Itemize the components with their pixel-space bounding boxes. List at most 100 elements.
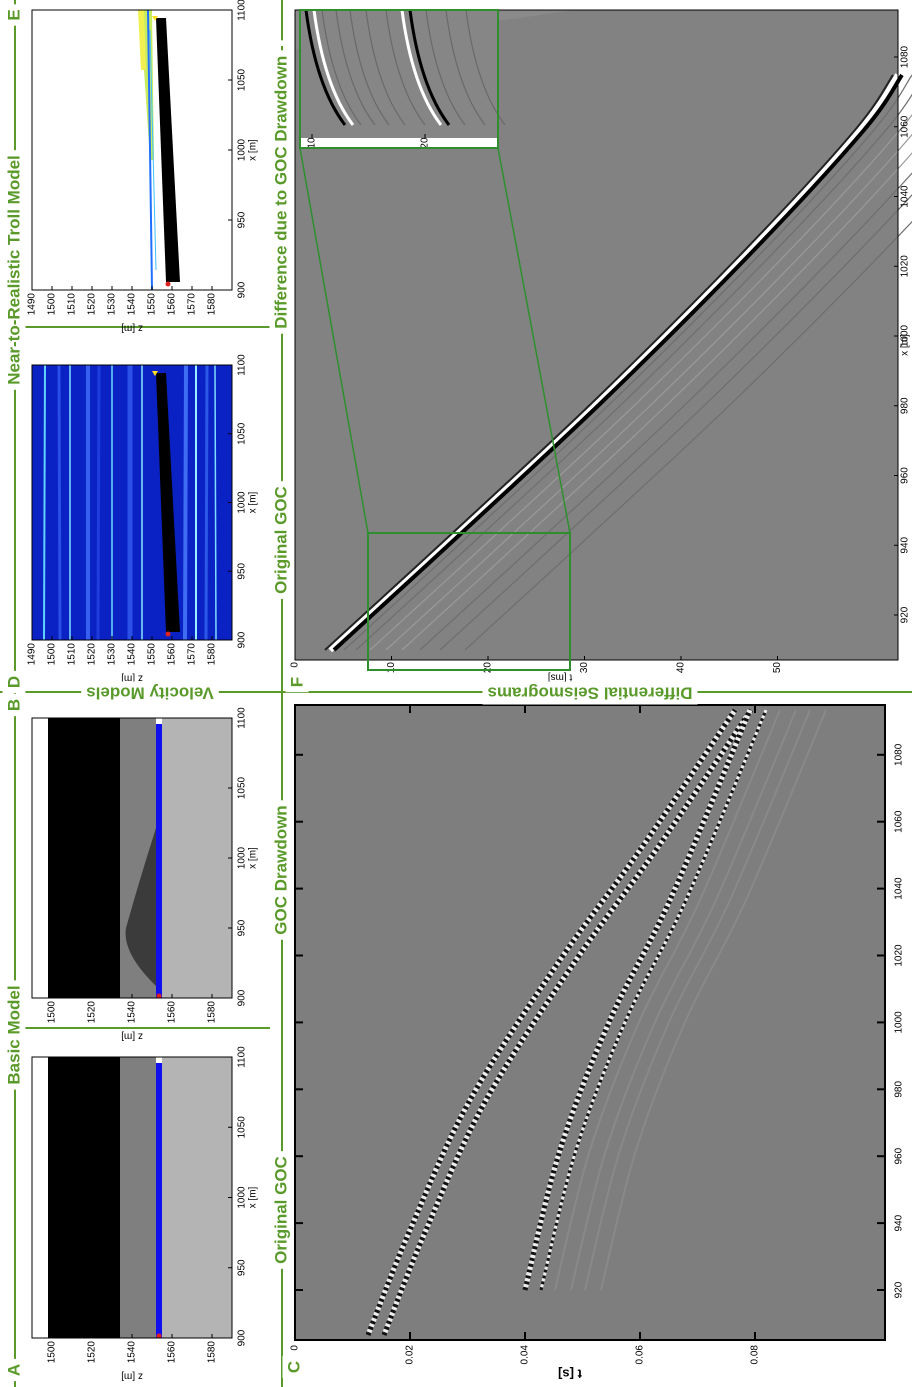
z-tick-label: 1500 bbox=[47, 1341, 58, 1364]
coda bbox=[600, 709, 827, 1291]
oil-column bbox=[156, 18, 180, 282]
panel-letter: E bbox=[4, 9, 23, 20]
x-tick-label: 900 bbox=[237, 281, 248, 298]
reflection-event bbox=[365, 708, 738, 1336]
panel-title: Basic Model bbox=[4, 985, 23, 1084]
z-tick-label: 1520 bbox=[87, 293, 98, 316]
panel-letter-backing bbox=[2, 693, 26, 717]
z-tick-label: 1540 bbox=[127, 643, 138, 666]
coda bbox=[401, 74, 912, 651]
x-tick-label: 1100 bbox=[237, 1046, 248, 1068]
z-tick-label: 1560 bbox=[167, 293, 178, 316]
x-tick-label: 1100 bbox=[237, 354, 248, 376]
model-field bbox=[32, 10, 232, 290]
inset-event bbox=[349, 9, 390, 126]
source-marker bbox=[156, 1333, 162, 1339]
reflection-event bbox=[381, 708, 754, 1336]
x-tick-label: 1050 bbox=[237, 68, 248, 91]
inset-event bbox=[304, 9, 347, 126]
panel-letter: D bbox=[4, 676, 23, 688]
z-tick-label: 1550 bbox=[147, 293, 158, 316]
group-label: Differential Seismograms bbox=[487, 684, 692, 703]
group-label-backing bbox=[81, 681, 219, 705]
reflection-event bbox=[365, 708, 738, 1336]
z-tick-label: 1490 bbox=[27, 293, 38, 316]
t-tick-label: 0 bbox=[290, 662, 301, 668]
z-tick-label: 1500 bbox=[47, 293, 58, 316]
t-tick-label: 40 bbox=[676, 662, 687, 674]
inset-event bbox=[321, 9, 362, 126]
coda bbox=[439, 74, 912, 651]
x-tick-label: 950 bbox=[237, 1259, 248, 1276]
inset-field bbox=[300, 10, 498, 148]
inset-event bbox=[335, 9, 376, 126]
zoom-box bbox=[367, 532, 571, 671]
inset-event bbox=[400, 9, 443, 126]
z-tick-label: 1530 bbox=[107, 643, 118, 666]
z-tick-label: 1500 bbox=[47, 1001, 58, 1024]
z-tick-label: 1580 bbox=[207, 1341, 218, 1364]
z-tick-label: 1560 bbox=[167, 1001, 178, 1024]
reflection-event bbox=[522, 709, 753, 1291]
velocity-layer bbox=[43, 364, 46, 641]
x-tick-label: 940 bbox=[900, 536, 911, 553]
x-tick-label: 940 bbox=[894, 1214, 905, 1231]
z-tick-label: 1510 bbox=[67, 643, 78, 666]
panel-letter-backing bbox=[282, 1355, 306, 1379]
z-tick-label: 1520 bbox=[87, 643, 98, 666]
velocity-layer bbox=[57, 364, 62, 641]
z-tick-label: 1510 bbox=[67, 293, 78, 316]
x-axis-label: x [m] bbox=[900, 334, 911, 356]
x-tick-label: 950 bbox=[237, 919, 248, 936]
t-axis-label: t [s] bbox=[558, 1367, 582, 1382]
inset-tick-label: 20 bbox=[420, 137, 431, 149]
z-axis-label: z [m] bbox=[121, 322, 143, 333]
column-label-backing bbox=[269, 800, 293, 940]
z-axis-label: z [m] bbox=[121, 1370, 143, 1381]
x-tick-label: 1040 bbox=[894, 877, 905, 900]
panel-D: 1490 1500 1510 1520 1530 1540 1550 1560 1570 1580… bbox=[27, 354, 259, 684]
layer-gas-cap-top bbox=[32, 1057, 48, 1338]
z-tick-label: 1550 bbox=[147, 643, 158, 666]
z-tick-label: 1520 bbox=[87, 1341, 98, 1364]
inset-event bbox=[312, 9, 355, 126]
x-tick-label: 1060 bbox=[894, 810, 905, 833]
x-tick-label: 1060 bbox=[900, 115, 911, 138]
panel-title: Near-to-Realistic Troll Model bbox=[4, 155, 23, 385]
z-axis-label: z [m] bbox=[121, 1030, 143, 1041]
x-axis-label: x [m] bbox=[248, 847, 259, 869]
x-tick-label: 960 bbox=[900, 467, 911, 484]
inset-frame bbox=[299, 9, 499, 149]
x-tick-label: 1100 bbox=[237, 707, 248, 729]
column-label: Difference due to GOC Drawdown - bbox=[271, 45, 290, 328]
velocity-layer bbox=[183, 364, 188, 641]
x-tick-label: 1020 bbox=[900, 255, 911, 278]
x-tick-label: 1050 bbox=[237, 1116, 248, 1139]
x-tick-label: 1000 bbox=[237, 1186, 248, 1209]
x-tick-label: 1080 bbox=[900, 45, 911, 68]
drawdown-zone bbox=[125, 828, 156, 986]
layer-cap-rock bbox=[48, 718, 120, 998]
t-axis-label: t [ms] bbox=[548, 671, 573, 682]
z-axis-label: z [m] bbox=[121, 672, 143, 683]
layer-oil bbox=[162, 1057, 232, 1338]
reflection-event bbox=[539, 709, 768, 1291]
velocity-layer bbox=[96, 364, 101, 641]
oil-column bbox=[156, 373, 180, 632]
t-tick-label: 0.06 bbox=[635, 1345, 646, 1365]
coda bbox=[343, 74, 912, 651]
x-tick-label: 980 bbox=[894, 1081, 905, 1098]
layer-oil bbox=[162, 718, 232, 998]
z-tick-label: 1580 bbox=[207, 643, 218, 666]
panel-letter-backing bbox=[2, 670, 26, 694]
zoom-connector bbox=[299, 147, 369, 534]
group-label: Velocity Models bbox=[86, 684, 214, 703]
inset-event bbox=[365, 9, 406, 126]
inset-axis-strip bbox=[300, 138, 498, 148]
z-tick-label: 1580 bbox=[207, 1001, 218, 1024]
x-tick-label: 1000 bbox=[237, 138, 248, 161]
goc-line bbox=[156, 724, 162, 998]
coda bbox=[355, 74, 912, 651]
t-tick-label: 0.02 bbox=[405, 1345, 416, 1365]
